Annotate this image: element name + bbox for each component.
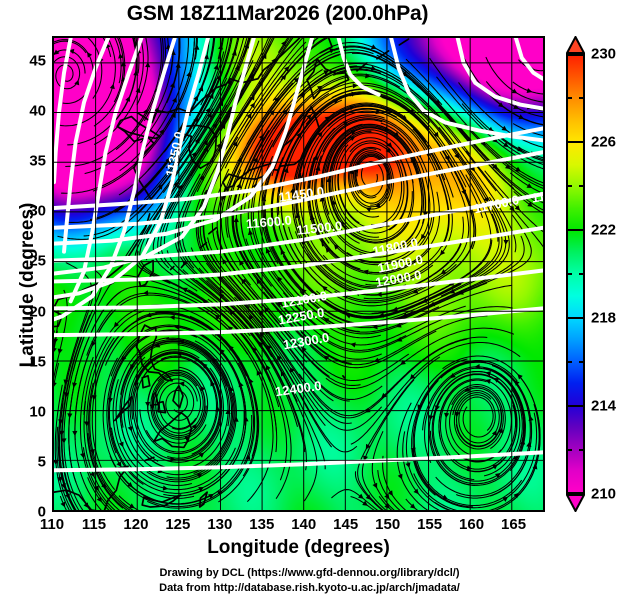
colorbar: 210 214 218 222 226 230 (563, 36, 619, 512)
colorbar-label-214: 214 (591, 398, 616, 415)
y-tick-label-0: 0 (6, 504, 46, 521)
colorbar-minor-tick-212 (566, 449, 572, 451)
x-tick-label-145: 145 (333, 516, 358, 533)
contour-label-11600-0: 11600.0 (245, 212, 292, 231)
colorbar-minor-tick-228 (566, 97, 572, 99)
page-title: GSM 18Z11Mar2026 (200.0hPa) (0, 2, 555, 26)
colorbar-label-230: 230 (591, 46, 616, 63)
y-tick-label-40: 40 (6, 103, 46, 120)
colorbar-tick-222 (566, 229, 585, 231)
x-tick-label-165: 165 (501, 516, 526, 533)
x-tick-label-120: 120 (123, 516, 148, 533)
x-tick-label-135: 135 (249, 516, 274, 533)
contour-label-11550-0: 11550.0 (530, 183, 545, 206)
colorbar-tick-218 (566, 317, 585, 319)
colorbar-minor-tick-216 (566, 361, 572, 363)
x-tick-label-125: 125 (165, 516, 190, 533)
colorbar-tick-214 (566, 405, 585, 407)
colorbar-tick-226 (566, 141, 585, 143)
colorbar-minor-tick-220 (566, 273, 572, 275)
x-tick-label-160: 160 (459, 516, 484, 533)
colorbar-label-210: 210 (591, 486, 616, 503)
colorbar-label-226: 226 (591, 134, 616, 151)
colorbar-over-arrow (566, 36, 585, 54)
contour-label-12300-0: 12300.0 (282, 330, 330, 353)
colorbar-minor-tick-212 (579, 449, 585, 451)
footer-credits: Drawing by DCL (https://www.gfd-dennou.o… (0, 566, 619, 596)
footer-line-2: Data from http://database.rish.kyoto-u.a… (0, 581, 619, 596)
colorbar-under-arrow (566, 494, 585, 512)
contour-label-11450-0: 11450.0 (278, 184, 325, 205)
colorbar-minor-tick-220 (579, 273, 585, 275)
colorbar-minor-tick-216 (579, 361, 585, 363)
contour-label-12400-0: 12400.0 (274, 378, 322, 399)
colorbar-label-222: 222 (591, 222, 616, 239)
colorbar-minor-tick-224 (579, 185, 585, 187)
colorbar-minor-tick-224 (566, 185, 572, 187)
y-tick-label-45: 45 (6, 53, 46, 70)
colorbar-minor-tick-228 (579, 97, 585, 99)
x-tick-label-150: 150 (375, 516, 400, 533)
footer-line-1: Drawing by DCL (https://www.gfd-dennou.o… (0, 566, 619, 581)
x-axis-label: Longitude (degrees) (52, 537, 545, 559)
contour-label-11700-0: 11700.0 (472, 192, 520, 216)
x-tick-label-130: 130 (207, 516, 232, 533)
contour-label-11500-0: 11500.0 (296, 218, 343, 238)
contour-label-overlay: 11350.0 11450.0 11500.0 11550.0 11600.0 11700… (54, 38, 543, 510)
plot-area: 11350.0 11450.0 11500.0 11550.0 11600.0 11700… (52, 36, 545, 512)
colorbar-label-218: 218 (591, 310, 616, 327)
y-axis-label: Latitude (degrees) (17, 165, 39, 405)
x-tick-label-155: 155 (417, 516, 442, 533)
x-tick-label-140: 140 (291, 516, 316, 533)
y-tick-label-5: 5 (6, 453, 46, 470)
contour-label-11350-0: 11350.0 (162, 130, 186, 178)
x-tick-label-115: 115 (82, 516, 106, 533)
y-tick-label-10: 10 (6, 403, 46, 420)
